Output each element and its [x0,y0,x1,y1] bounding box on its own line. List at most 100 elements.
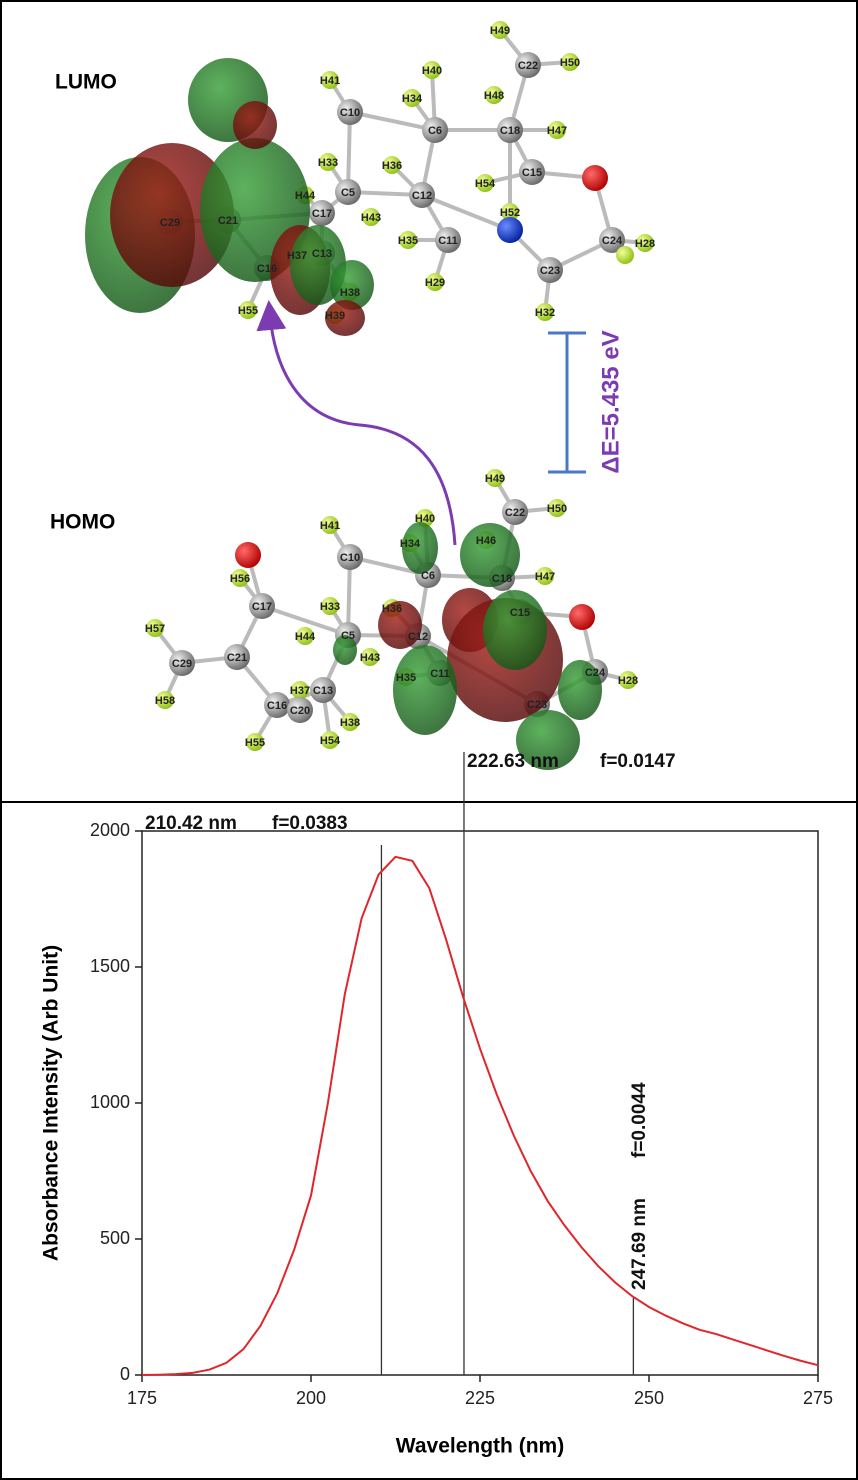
atom-label: C11 [438,235,458,247]
lumo-label: LUMO [55,71,117,94]
atom-label: H57 [145,623,165,635]
atom-label: C17 [252,601,272,613]
atom-label: C5 [341,187,355,199]
atom-label: C15 [522,167,542,179]
atom-label: C17 [312,208,332,220]
atom-label: H43 [360,652,380,664]
atom [569,604,595,630]
x-tick-label: 200 [296,1388,326,1408]
atom [582,165,608,191]
atom-label: C20 [290,705,310,717]
atom-label: H44 [295,631,316,643]
atom-label: C6 [421,570,435,582]
atom-label: H35 [396,672,416,684]
y-tick-label: 1000 [90,1092,130,1112]
y-tick-label: 1500 [90,956,130,976]
x-tick-label: 275 [803,1388,833,1408]
atom-label: H40 [415,513,435,525]
atom-label: C22 [505,507,525,519]
atom-label: H37 [290,685,310,697]
atom-label: H58 [155,695,175,707]
x-tick-label: 250 [634,1388,664,1408]
atom-label: C29 [160,217,180,229]
atom-label: H50 [547,503,567,515]
transition-strength: f=0.0044 [629,1082,650,1158]
gap-bracket [548,333,586,472]
atom-label: H28 [635,238,655,250]
atom-label: C12 [412,190,432,202]
atom-label: C11 [430,668,450,680]
atom-label: C10 [340,107,360,119]
atom-label: C29 [172,658,192,670]
atom-label: H41 [320,75,340,87]
transition-wavelength: 247.69 nm [629,1198,650,1290]
atom-label: H38 [340,717,360,729]
atom-label: H55 [238,305,258,317]
atom-label: C13 [312,248,332,260]
atom-label: H43 [361,212,381,224]
y-tick-label: 500 [100,1228,130,1248]
orbital-lobe [233,101,277,149]
atom-label: H47 [535,571,555,583]
atom-label: H48 [484,90,504,102]
atom-label: H54 [320,735,341,747]
atom-label: H56 [230,573,250,585]
atom-label: H34 [400,538,421,550]
atom-label: C16 [257,263,277,275]
atom-label: C10 [340,552,360,564]
atom-label: C18 [500,125,520,137]
atom-label: H39 [325,310,345,322]
atom-label: C15 [510,607,530,619]
y-tick-label: 2000 [90,820,130,840]
atom-label: H36 [382,160,402,172]
bond [422,195,510,230]
atom-label: C18 [492,573,512,585]
atom-label: H47 [547,125,567,137]
transition-wavelength: 210.42 nm [145,813,237,834]
atom-label: H52 [500,207,520,219]
atom-label: H49 [490,25,510,37]
atom-label: C12 [408,631,428,643]
atom-label: C23 [527,699,547,711]
y-tick-label: 0 [120,1364,130,1384]
transition-strength: f=0.0147 [600,751,676,772]
atom-label: C24 [585,667,606,679]
atom-label: H54 [475,178,496,190]
atom [235,542,261,568]
atom-label: H44 [295,190,316,202]
atom [616,246,634,264]
transition-wavelength: 222.63 nm [467,751,559,772]
figure: H49 C22 H50 H41 H40 C10 H34 C6 H48 C18 H47 H33 H36 C1… [0,0,858,1480]
atom-label: H55 [245,737,265,749]
orbital-lobe [483,590,547,670]
plot-frame [142,831,818,1375]
atom-label: H33 [320,601,340,613]
x-tick-label: 225 [465,1388,495,1408]
x-axis-title: Wavelength (nm) [396,1435,564,1458]
molecules: H49 C22 H50 H41 H40 C10 H34 C6 H48 C18 H47 H33 H36 C1… [85,21,655,770]
atom-label: H28 [618,675,638,687]
atom-label: H33 [318,157,338,169]
atom-label: C21 [227,652,247,664]
spectrum-line [142,857,818,1375]
orbital-lobe [393,645,457,735]
atom-label: C16 [267,700,287,712]
x-tick-label: 175 [127,1388,157,1408]
atom-label: C13 [313,685,333,697]
atom-label: C6 [428,125,442,137]
atom-label: C22 [518,60,538,72]
atom-label: H38 [340,287,360,299]
atom-label: H36 [382,603,402,615]
atom-label: H50 [560,57,580,69]
atom-label: H32 [535,307,555,319]
atom-label: H29 [425,277,445,289]
y-axis-title: Absorbance Intensity (Arb Unit) [40,945,63,1261]
homo-label: HOMO [50,511,115,534]
atom-label: C23 [540,265,560,277]
gap-label: ΔE=5.435 eV [597,330,624,473]
atom-label: C24 [602,235,623,247]
atom [497,217,523,243]
atom-label: H40 [422,65,442,77]
atom-label: H41 [320,520,340,532]
atom-label: H46 [476,535,496,547]
